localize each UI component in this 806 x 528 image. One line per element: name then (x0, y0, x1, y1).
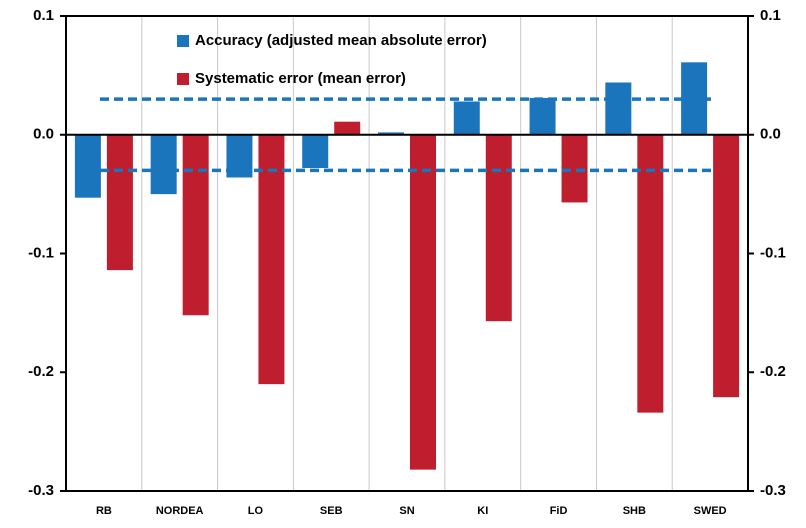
y2-tick-label: -0.3 (760, 482, 786, 499)
bar (605, 82, 632, 135)
x-tick-label: NORDEA (156, 505, 204, 517)
y2-tick-label: -0.1 (760, 244, 786, 261)
bar (561, 134, 588, 203)
y-tick-label: -0.2 (28, 363, 54, 380)
y-tick-label: 0.1 (33, 7, 54, 24)
x-tick-label: SEB (320, 505, 343, 517)
y-tick-label: -0.3 (28, 482, 54, 499)
legend-swatch (177, 73, 189, 85)
bar (713, 134, 740, 398)
bar (150, 134, 177, 195)
bar (485, 134, 512, 322)
y2-tick-label: 0.1 (760, 7, 781, 24)
y-tick-label: 0.0 (33, 126, 54, 143)
legend-swatch (177, 35, 189, 47)
bar (529, 97, 556, 135)
plot-frame (65, 15, 749, 492)
x-tick-label: FiD (550, 505, 568, 517)
bar (637, 134, 664, 413)
legend-label: Accuracy (adjusted mean absolute error) (195, 32, 487, 49)
bar (378, 132, 404, 135)
bar (106, 134, 133, 271)
x-tick-label: SWED (694, 505, 727, 517)
bar (74, 134, 101, 198)
y2-tick-label: -0.2 (760, 363, 786, 380)
y2-tick-label: 0.0 (760, 126, 781, 143)
x-tick-label: SHB (623, 505, 646, 517)
bar (302, 134, 329, 168)
legend-label: Systematic error (mean error) (195, 70, 406, 87)
bar (453, 101, 480, 135)
x-tick-label: LO (248, 505, 264, 517)
bar (334, 121, 361, 135)
bar (182, 134, 209, 316)
x-tick-label: RB (96, 505, 112, 517)
bar (258, 134, 285, 385)
x-tick-label: SN (399, 505, 414, 517)
x-tick-label: KI (477, 505, 488, 517)
y-tick-label: -0.1 (28, 244, 54, 261)
bar (410, 134, 436, 470)
